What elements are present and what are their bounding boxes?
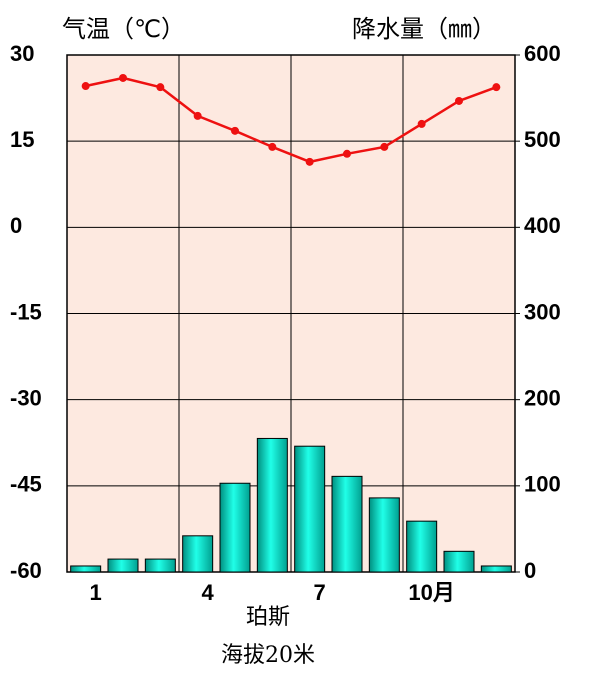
y-tick-label: -60 bbox=[10, 558, 42, 583]
bar bbox=[182, 535, 214, 573]
bar bbox=[406, 520, 438, 573]
y2-label: 降水量（㎜） bbox=[352, 15, 496, 43]
bar bbox=[294, 445, 326, 573]
bar bbox=[480, 565, 512, 573]
y-tick-label: 15 bbox=[10, 127, 34, 152]
bar bbox=[219, 482, 251, 573]
line bbox=[85, 76, 497, 164]
point bbox=[81, 82, 90, 91]
bar bbox=[144, 558, 176, 573]
point bbox=[343, 149, 351, 158]
y2-tick-label: 0 bbox=[524, 558, 536, 583]
x-tick-label: 4 bbox=[202, 580, 215, 605]
y2-tick-label: 500 bbox=[524, 127, 561, 152]
point bbox=[380, 142, 389, 151]
x-tick-label: 7 bbox=[314, 580, 326, 605]
y-tick-label: 0 bbox=[10, 213, 22, 238]
point bbox=[492, 83, 501, 92]
y2-tick-label: 200 bbox=[524, 385, 561, 410]
subtitle: 海拔20米 bbox=[221, 643, 315, 668]
y-tick-label: -45 bbox=[10, 472, 42, 497]
y2-tick-label: 300 bbox=[524, 299, 561, 324]
y-tick-label: -15 bbox=[10, 299, 42, 324]
y2-tick-label: 100 bbox=[524, 472, 561, 497]
point bbox=[193, 111, 202, 120]
y-label: 气温（℃） bbox=[62, 15, 185, 43]
point bbox=[417, 119, 426, 128]
point bbox=[268, 142, 277, 151]
plot-frame bbox=[66, 54, 516, 573]
point bbox=[231, 126, 239, 135]
bar bbox=[331, 475, 363, 573]
title: 珀斯 bbox=[246, 605, 290, 630]
point bbox=[305, 157, 314, 166]
x-tick-label: 10月 bbox=[408, 580, 454, 605]
bar bbox=[256, 437, 288, 573]
point bbox=[455, 96, 463, 105]
y2-tick-label: 600 bbox=[524, 41, 561, 66]
x-tick-label: 1 bbox=[90, 580, 102, 605]
bar bbox=[107, 558, 139, 573]
y-tick-label: 30 bbox=[10, 41, 34, 66]
y2-tick-label: 400 bbox=[524, 213, 561, 238]
bar bbox=[70, 565, 102, 573]
bar bbox=[443, 550, 475, 573]
y-tick-label: -30 bbox=[10, 385, 42, 410]
point bbox=[156, 83, 165, 92]
bar bbox=[368, 497, 400, 573]
point bbox=[119, 73, 127, 82]
